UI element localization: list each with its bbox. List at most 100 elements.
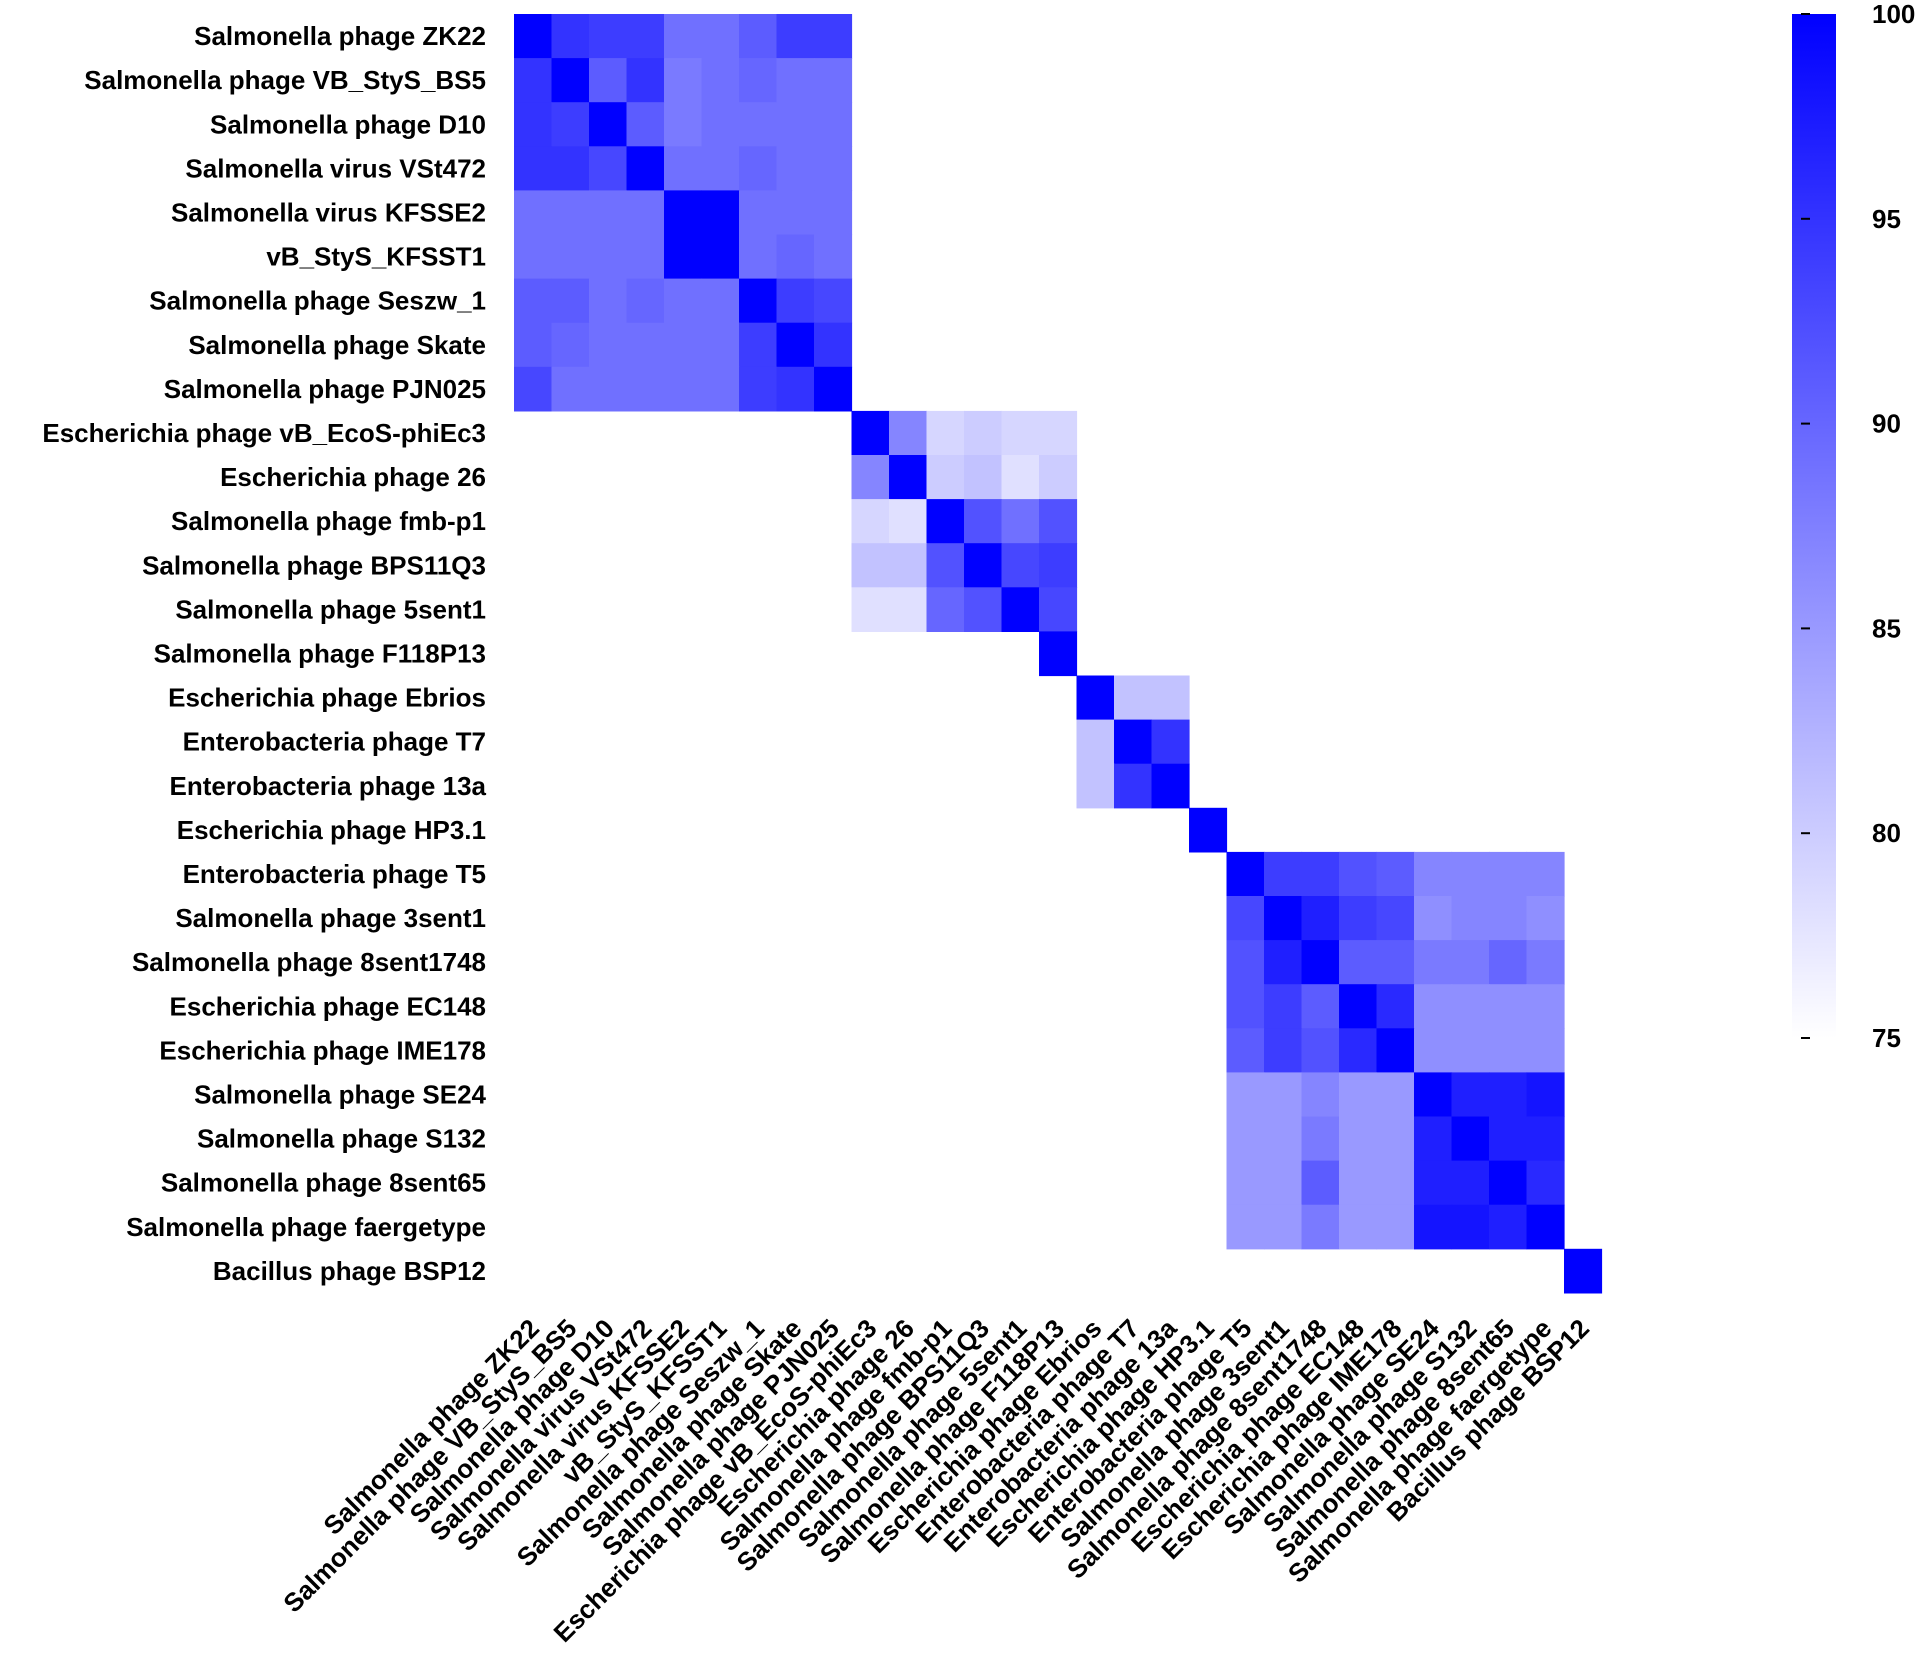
heatmap-cell — [626, 102, 665, 147]
heatmap-cell — [1376, 1160, 1415, 1206]
heatmap-cell — [1376, 896, 1415, 941]
heatmap-cell — [889, 455, 928, 500]
heatmap-cell — [589, 322, 628, 368]
heatmap-cell — [1039, 631, 1078, 677]
heatmap-cell — [1376, 940, 1415, 985]
row-label: Salmonella phage Skate — [188, 330, 486, 360]
row-label: Enterobacteria phage 13a — [170, 771, 487, 801]
heatmap-cell — [1376, 1072, 1415, 1118]
heatmap-cell — [889, 543, 928, 588]
heatmap-cell — [1151, 763, 1190, 809]
heatmap-cell — [1376, 1116, 1415, 1162]
heatmap-cell — [1451, 940, 1490, 985]
heatmap-cell — [701, 322, 740, 368]
heatmap-cell — [1301, 1072, 1340, 1118]
heatmap-cell — [1489, 940, 1528, 985]
heatmap-cell — [1039, 587, 1078, 632]
heatmap-cell — [1226, 984, 1265, 1029]
heatmap-cell — [1339, 851, 1378, 897]
heatmap-cell — [1114, 675, 1153, 721]
heatmap-cell — [551, 366, 590, 412]
heatmap-cell — [1451, 1116, 1490, 1162]
heatmap-cell — [664, 278, 703, 324]
heatmap-cell — [1489, 896, 1528, 941]
row-label: vB_StyS_KFSST1 — [266, 242, 486, 272]
heatmap-cell — [1264, 1116, 1303, 1162]
heatmap-cell — [551, 234, 590, 280]
heatmap-cell — [1076, 763, 1115, 809]
heatmap-cell — [1414, 1160, 1453, 1206]
heatmap-cell — [1526, 1160, 1565, 1206]
heatmap-cell — [1376, 984, 1415, 1029]
heatmap-cell — [739, 146, 778, 191]
heatmap-cell — [551, 102, 590, 147]
row-label: Bacillus phage BSP12 — [213, 1256, 486, 1286]
heatmap-cell — [1226, 1116, 1265, 1162]
heatmap-cell — [1226, 940, 1265, 985]
heatmap-cell — [926, 543, 965, 588]
colorbar-tick-label: 100 — [1872, 0, 1915, 29]
heatmap-cell — [814, 14, 853, 59]
row-label: Salmonella virus VSt472 — [185, 153, 486, 183]
heatmap-cell — [589, 278, 628, 324]
heatmap-cell — [1264, 940, 1303, 985]
heatmap-cell — [1226, 896, 1265, 941]
heatmap-cell — [1264, 1204, 1303, 1250]
row-label: Escherichia phage vB_EcoS-phiEc3 — [42, 418, 486, 448]
heatmap-cell — [1414, 1072, 1453, 1118]
heatmap-cell — [1039, 499, 1078, 544]
heatmap-cell — [1339, 940, 1378, 985]
heatmap-cell — [814, 366, 853, 412]
heatmap-cell — [514, 102, 553, 147]
heatmap-cell — [626, 190, 665, 236]
heatmap-cell — [1339, 1072, 1378, 1118]
heatmap-cell — [664, 234, 703, 280]
heatmap-cell — [851, 499, 890, 544]
heatmap-cell — [739, 322, 778, 368]
heatmap-cell — [626, 146, 665, 191]
heatmap-cell — [1339, 1116, 1378, 1162]
heatmap-cell — [551, 58, 590, 103]
row-label: Salmonella phage 8sent65 — [161, 1168, 486, 1198]
heatmap-cell — [1451, 984, 1490, 1029]
heatmap-cell — [1414, 851, 1453, 897]
heatmap-cell — [1226, 1028, 1265, 1073]
heatmap-cell — [1001, 499, 1040, 544]
heatmap-cell — [814, 146, 853, 191]
heatmap-cell — [1151, 719, 1190, 765]
heatmap-cell — [701, 234, 740, 280]
heatmap-cell — [1526, 984, 1565, 1029]
heatmap-cell — [1489, 1072, 1528, 1118]
heatmap-cell — [889, 499, 928, 544]
heatmap-cell — [776, 102, 815, 147]
heatmap-cell — [1301, 896, 1340, 941]
heatmap-cell — [701, 278, 740, 324]
heatmap-cell — [1264, 1072, 1303, 1118]
heatmap-cell — [664, 366, 703, 412]
heatmap-cell — [514, 322, 553, 368]
heatmap-cell — [814, 278, 853, 324]
heatmap-cell — [1489, 984, 1528, 1029]
heatmap-cell — [964, 587, 1003, 632]
heatmap-cell — [814, 322, 853, 368]
heatmap-cell — [1039, 410, 1078, 456]
colorbar-tick-label: 80 — [1872, 818, 1901, 848]
heatmap-cell — [664, 58, 703, 103]
heatmap-cell — [701, 102, 740, 147]
heatmap-cell — [1489, 1204, 1528, 1250]
heatmap-cell — [589, 234, 628, 280]
row-label: Salmonella phage faergetype — [126, 1212, 486, 1242]
heatmap-cell — [776, 322, 815, 368]
row-label: Salmonella phage PJN025 — [164, 374, 486, 404]
row-label: Salmonella phage Seszw_1 — [149, 286, 486, 316]
heatmap-cell — [889, 587, 928, 632]
heatmap-cell — [1451, 1028, 1490, 1073]
heatmap-cell — [1114, 763, 1153, 809]
heatmap-cell — [1451, 1072, 1490, 1118]
heatmap-cell — [814, 102, 853, 147]
row-label: Escherichia phage Ebrios — [168, 683, 486, 713]
heatmap-cell — [551, 322, 590, 368]
heatmap-cell — [664, 190, 703, 236]
heatmap-cell — [589, 14, 628, 59]
heatmap-cell — [926, 499, 965, 544]
